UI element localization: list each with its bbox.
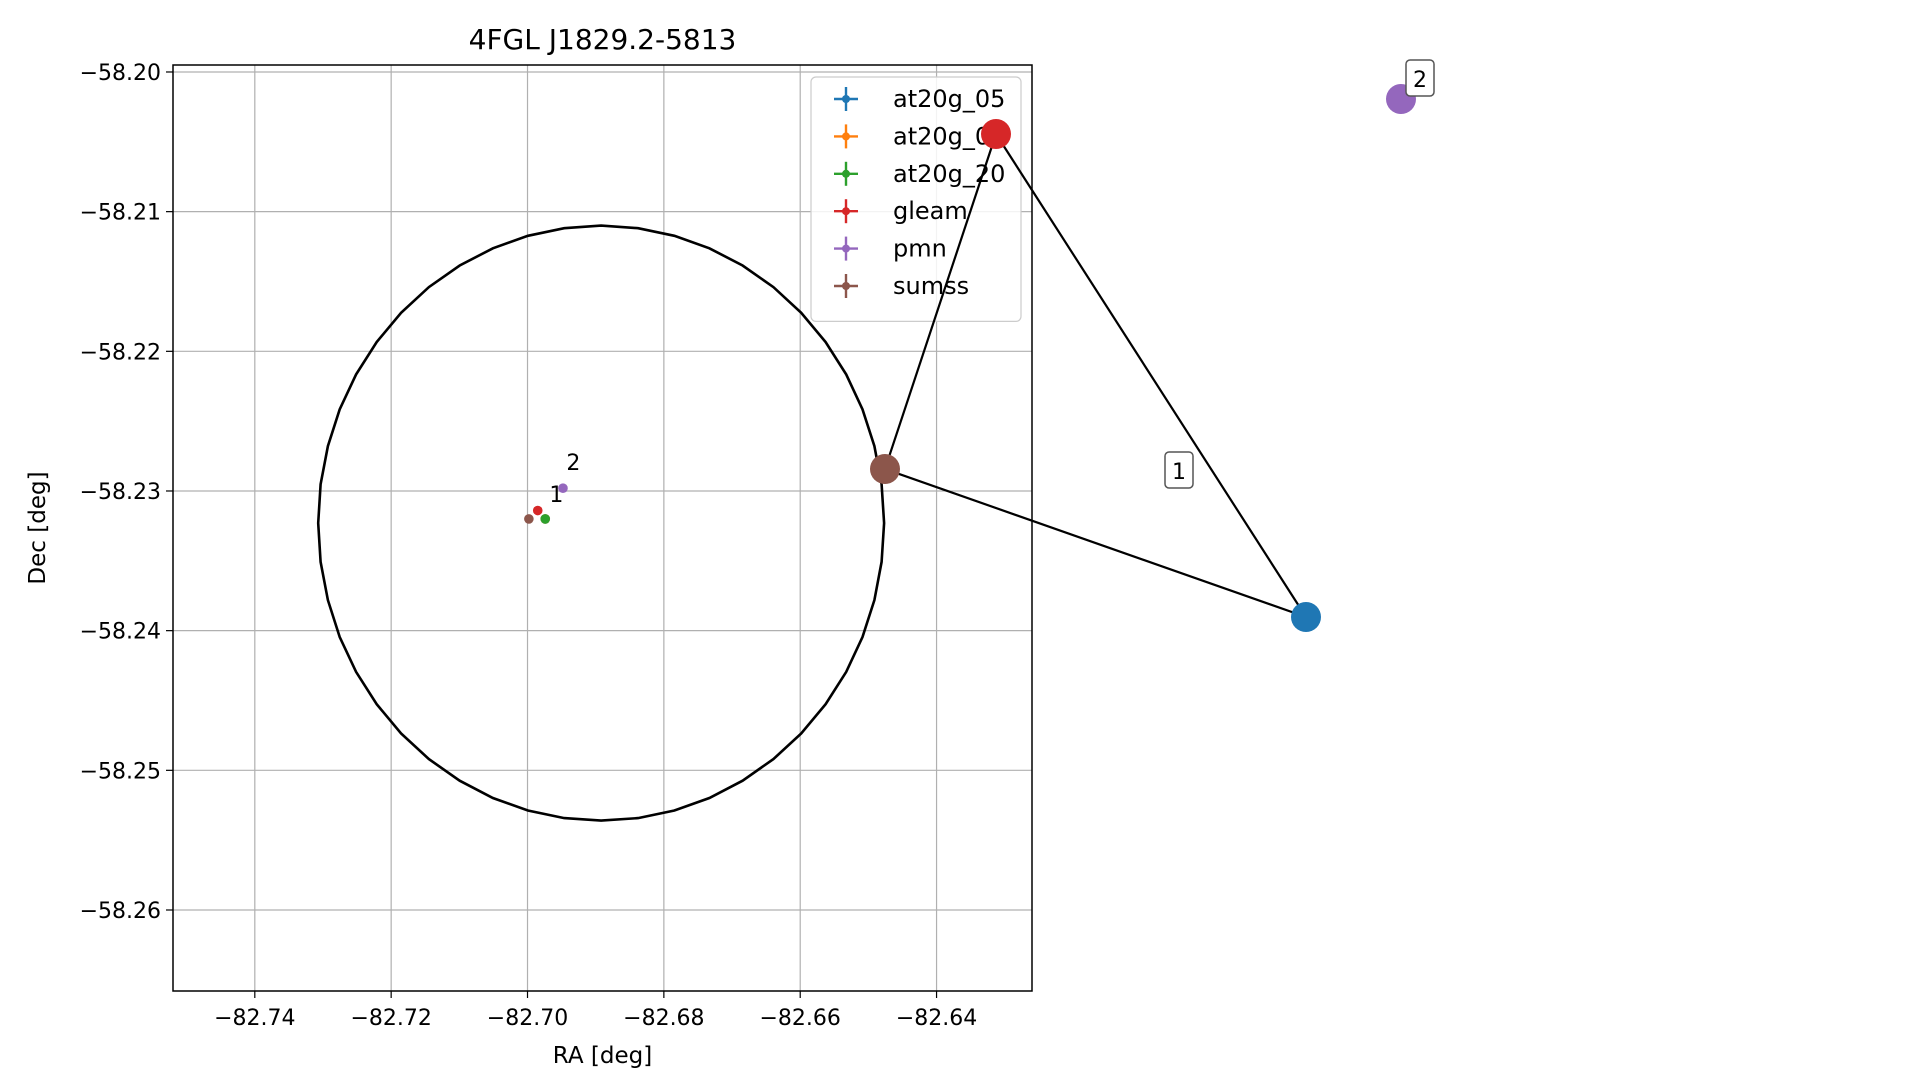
y-tick-label: −58.23 xyxy=(80,480,161,505)
y-tick-label: −58.20 xyxy=(80,61,161,86)
legend-label-at20g_05: at20g_05 xyxy=(893,85,1005,113)
y-tick-label: −58.22 xyxy=(80,340,161,365)
y-tick-label: −58.21 xyxy=(80,201,161,226)
network-edges xyxy=(883,133,1307,619)
legend-box xyxy=(810,76,1022,322)
network-labels: 12 xyxy=(1164,59,1435,489)
x-tick-label: −82.74 xyxy=(214,1006,295,1031)
point-annotation: 2 xyxy=(566,451,580,476)
y-tick-label: −58.26 xyxy=(80,899,161,924)
y-tick-label: −58.25 xyxy=(80,759,161,784)
x-axis-label: RA [deg] xyxy=(553,1043,652,1069)
network-node-brown xyxy=(870,454,900,484)
network-graph: 12 xyxy=(870,59,1435,632)
legend-marker-dot xyxy=(842,169,850,178)
legend-marker-dot xyxy=(842,95,850,103)
x-tick-label: −82.66 xyxy=(759,1006,840,1031)
legend-label-sumss: sumss xyxy=(893,272,969,300)
network-edge xyxy=(883,133,998,470)
network-edge xyxy=(995,133,1307,618)
network-node-blue xyxy=(1291,602,1321,632)
point-gleam xyxy=(532,505,543,516)
annotations: 12 xyxy=(549,451,580,508)
network-edge xyxy=(884,467,1307,619)
point-annotation: 1 xyxy=(549,483,563,508)
legend-marker-dot xyxy=(842,244,850,253)
point-pmn xyxy=(558,483,568,493)
legend-label-pmn: pmn xyxy=(893,235,947,263)
network-label-text: 1 xyxy=(1172,460,1186,485)
point-sumss xyxy=(524,514,534,524)
legend-marker-dot xyxy=(842,282,850,290)
network-label-box xyxy=(1164,451,1194,489)
network-label-box xyxy=(1405,59,1435,97)
left-plot: 12 −82.74 −82.72 −82.70 −82.68 −82.66 −82.64 … xyxy=(25,23,1033,1069)
network-nodes xyxy=(870,84,1416,632)
x-tick-label: −82.70 xyxy=(487,1006,568,1031)
legend-marker-dot xyxy=(842,132,850,141)
legend-marker-dot xyxy=(842,207,850,216)
plot-frame xyxy=(172,64,1033,992)
y-axis-label: Dec [deg] xyxy=(25,471,51,584)
x-ticks: −82.74 −82.72 −82.70 −82.68 −82.66 −82.64 xyxy=(214,991,977,1031)
ellipse-layer xyxy=(316,224,886,822)
points xyxy=(524,483,568,524)
error-ellipse xyxy=(316,224,886,822)
x-tick-label: −82.68 xyxy=(623,1006,704,1031)
y-tick-label: −58.24 xyxy=(80,620,161,645)
legend-label-at20g_20: at20g_20 xyxy=(893,160,1005,188)
legend-label-gleam: gleam xyxy=(893,197,968,225)
x-tick-label: −82.64 xyxy=(896,1006,977,1031)
network-node-red xyxy=(981,119,1011,149)
network-label-text: 2 xyxy=(1413,68,1427,93)
x-tick-label: −82.72 xyxy=(350,1006,431,1031)
chart-title: 4FGL J1829.2-5813 xyxy=(469,23,737,56)
y-ticks: −58.20 −58.21 −58.22 −58.23 −58.24 −58.25 −58.… xyxy=(80,61,173,924)
point-at20g_20 xyxy=(540,514,551,524)
